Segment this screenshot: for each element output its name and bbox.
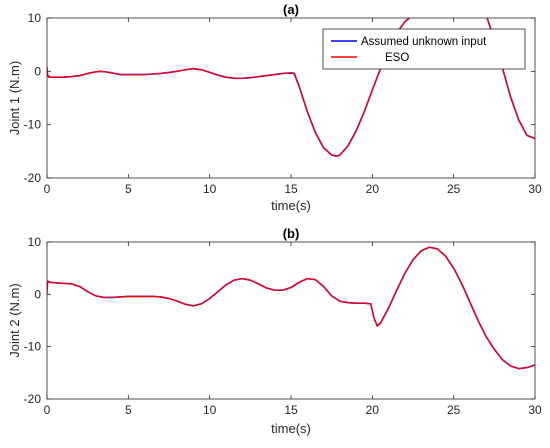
legend-label: Assumed unknown input: [361, 36, 487, 48]
x-tick-label: 15: [284, 403, 298, 417]
series-group: [47, 246, 535, 370]
x-tick-label: 5: [125, 182, 132, 196]
x-tick-label: 30: [528, 403, 542, 417]
x-tick-label: 10: [203, 403, 217, 417]
y-tick-label: -10: [24, 118, 42, 132]
y-tick-label: 0: [34, 64, 41, 78]
y-tick-label: -10: [24, 340, 42, 354]
panel-title: (a): [283, 2, 299, 17]
series-line-eso: [47, 246, 535, 370]
x-axis-label: time(s): [271, 198, 311, 213]
x-tick-label: 20: [366, 403, 380, 417]
y-tick-label: -20: [24, 171, 42, 185]
legend: Assumed unknown input ESO: [322, 28, 526, 70]
legend-label: ESO: [385, 52, 409, 64]
x-tick-label: 25: [447, 403, 461, 417]
y-tick-label: 10: [28, 11, 42, 25]
panel-a: 0 5 10 15 20 25 30 10 0 -10 -20 (a) time(s) Joint 1 (…: [7, 2, 542, 213]
y-tick-label: 0: [34, 287, 41, 301]
x-tick-label: 15: [284, 182, 298, 196]
x-tick-label: 0: [44, 182, 51, 196]
x-tick-label: 5: [125, 403, 132, 417]
panel-b: 0 5 10 15 20 25 30 10 0 -10 -20 (b) time(s) Joint 2 (…: [7, 226, 542, 436]
y-axis-label: Joint 2 (N.m): [7, 283, 22, 357]
x-tick-label: 10: [203, 182, 217, 196]
y-axis-label: Joint 1 (N.m): [7, 61, 22, 135]
y-tick-label: -20: [24, 392, 42, 406]
panel-title: (b): [283, 226, 300, 241]
x-tick-label: 25: [447, 182, 461, 196]
y-tick-label: 10: [28, 235, 42, 249]
legend-box: [322, 28, 526, 70]
x-tick-label: 30: [528, 182, 542, 196]
x-axis-label: time(s): [271, 421, 311, 436]
x-tick-label: 0: [44, 403, 51, 417]
plot-area: [47, 242, 535, 399]
x-tick-label: 20: [366, 182, 380, 196]
